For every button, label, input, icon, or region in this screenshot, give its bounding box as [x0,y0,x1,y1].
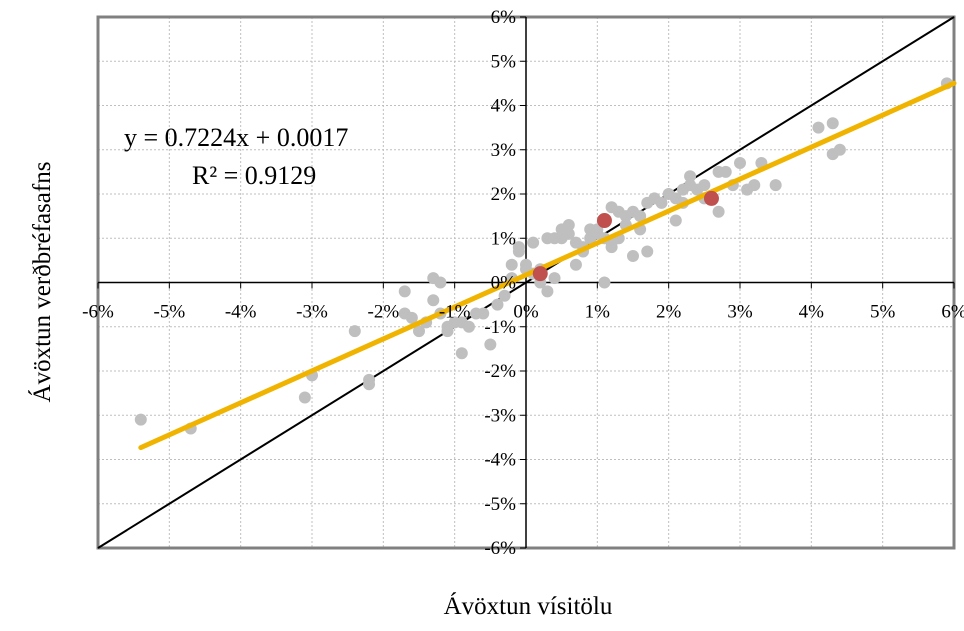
data-point [413,325,425,338]
data-point [462,320,475,333]
data-point [634,210,647,223]
reference-line [97,16,955,549]
x-tick-label: -1% [439,302,471,323]
data-point [569,258,582,271]
data-point [605,241,618,254]
highlight-point [703,190,719,206]
x-tick-label: -4% [225,302,257,323]
x-tick-label: 0% [513,302,539,323]
x-tick-label: -2% [368,302,400,323]
y-tick-label: 0% [491,273,517,294]
data-point [512,241,525,254]
data-point [484,338,497,351]
data-point [562,227,575,240]
data-point [698,179,711,192]
data-point [455,347,468,360]
data-point [598,276,611,289]
trendline [138,80,957,451]
data-point [627,249,639,262]
y-axis-title: Ávöxtun verðbréfasafns [28,162,56,403]
data-point [398,285,411,298]
y-tick-label: 6% [491,7,517,28]
data-point [363,378,376,391]
data-point [491,298,504,311]
data-point [441,325,454,338]
y-tick-label: 3% [491,140,517,161]
y-tick-label: -5% [484,494,516,515]
data-point [641,245,654,258]
data-point [833,143,846,156]
data-point [562,218,575,231]
x-tick-label: 5% [870,302,896,323]
y-tick-label: -1% [484,317,516,338]
x-tick-label: 1% [585,302,611,323]
equation-annotation: y = 0.7224x + 0.0017 [124,123,348,152]
r-squared-annotation: R² = 0.9129 [192,161,316,190]
y-tick-label: 2% [491,184,517,205]
reference-line-layer [97,16,955,549]
trendline-layer [138,80,957,451]
y-tick-label: -6% [484,538,516,559]
data-point [527,236,540,249]
x-axis-title: Ávöxtun vísitölu [444,592,613,620]
y-tick-label: -2% [484,361,516,382]
data-point [405,311,418,324]
x-tick-label: 3% [727,302,753,323]
tick-labels: -6%-5%-4%-3%-2%-1%0%1%2%3%4%5%6%6%5%4%3%… [82,7,964,559]
data-point [769,179,782,192]
data-point [734,157,746,170]
highlight-point [596,213,612,229]
data-point [477,307,490,320]
data-point [719,165,732,178]
x-tick-label: 2% [656,302,682,323]
data-point [298,391,311,404]
data-point [748,179,761,192]
data-point [712,205,725,218]
x-tick-label: -6% [82,302,114,323]
y-tick-label: 1% [491,228,517,249]
x-tick-label: 6% [941,302,964,323]
y-tick-label: 4% [491,96,517,117]
x-tick-label: -5% [154,302,186,323]
data-point [505,258,518,271]
data-point [548,272,561,285]
y-tick-label: 5% [491,51,517,72]
x-tick-label: -3% [296,302,328,323]
data-point [684,170,697,183]
data-point [434,276,447,289]
data-point [826,117,839,130]
data-point [134,413,147,426]
y-tick-label: -3% [484,405,516,426]
y-tick-label: -4% [484,450,516,471]
x-tick-label: 4% [799,302,825,323]
data-point [655,196,668,209]
data-point [427,294,440,307]
highlight-point [532,266,548,282]
data-point [812,121,825,134]
data-point [498,289,511,302]
data-point [669,214,682,227]
data-point [541,285,554,298]
data-point [348,325,361,338]
